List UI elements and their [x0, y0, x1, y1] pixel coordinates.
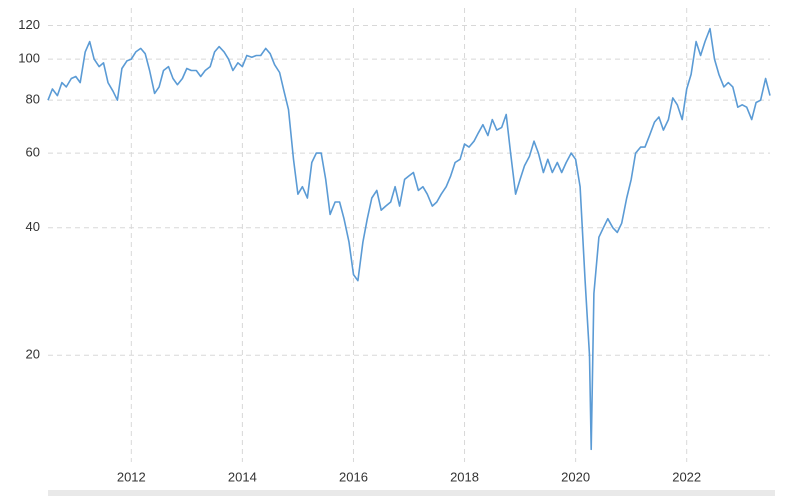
x-tick-label: 2012	[117, 469, 146, 484]
y-tick-label: 80	[26, 92, 40, 107]
x-tick-label: 2020	[561, 469, 590, 484]
y-tick-label: 100	[18, 51, 40, 66]
x-tick-label: 2022	[672, 469, 701, 484]
x-tick-label: 2014	[228, 469, 257, 484]
y-tick-label: 20	[26, 347, 40, 362]
y-tick-label: 40	[26, 219, 40, 234]
y-tick-label: 60	[26, 145, 40, 160]
navigator-strip	[48, 490, 775, 496]
x-tick-label: 2016	[339, 469, 368, 484]
price-line	[47, 27, 771, 451]
x-tick-label: 2018	[450, 469, 479, 484]
y-tick-label: 120	[18, 17, 40, 32]
